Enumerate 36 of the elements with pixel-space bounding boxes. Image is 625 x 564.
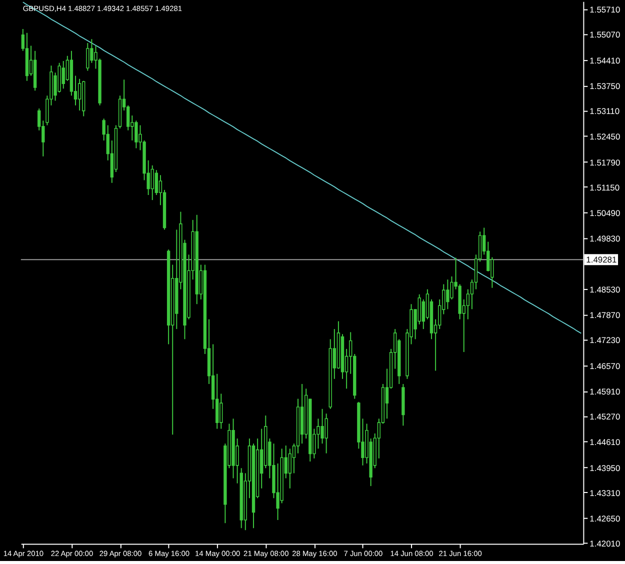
y-tick-label: 1.55710: [590, 4, 620, 15]
y-tick-label: 1.53110: [590, 106, 620, 116]
y-tick-label: 1.46570: [590, 360, 620, 371]
candlestick: [62, 60, 65, 90]
candlestick: [446, 279, 450, 310]
candlestick: [324, 413, 328, 454]
candlestick: [216, 373, 219, 430]
y-tick-label: 1.43950: [590, 462, 620, 473]
candlestick: [86, 42, 90, 72]
y-tick-label: 1.49830: [590, 234, 620, 244]
y-tick-label: 1.51150: [590, 182, 620, 192]
y-tick-label: 1.44610: [590, 437, 620, 448]
y-tick-label: 1.47870: [590, 310, 620, 320]
y-tick-label: 1.43310: [590, 488, 620, 498]
y-tick-label: 1.54410: [590, 55, 620, 66]
candlestick: [154, 170, 158, 196]
line-series: [22, 2, 582, 334]
candlestick: [134, 120, 138, 149]
candlestick: [450, 276, 454, 300]
candlestick: [150, 164, 154, 201]
y-tick-label: 1.42010: [590, 538, 620, 548]
y-tick-label: 1.51790: [590, 157, 620, 168]
y-tick-label: 1.50490: [590, 208, 620, 218]
ref-line-label: 1.49281: [586, 254, 617, 265]
y-tick-label: 1.53750: [590, 80, 620, 91]
y-tick-label: 1.48530: [590, 284, 620, 294]
y-tick-label: 1.45910: [590, 386, 620, 396]
candlestick: [78, 78, 82, 111]
candlestick: [220, 393, 223, 430]
y-tick-label: 1.47230: [590, 335, 620, 346]
y-tick-label: 1.45270: [590, 411, 620, 422]
candlestick: [288, 448, 292, 489]
y-tick-label: 1.42650: [590, 514, 620, 524]
y-tick-label: 1.52450: [590, 132, 620, 142]
y-tick-label: 1.55070: [590, 30, 620, 40]
candlestick: [320, 408, 324, 444]
